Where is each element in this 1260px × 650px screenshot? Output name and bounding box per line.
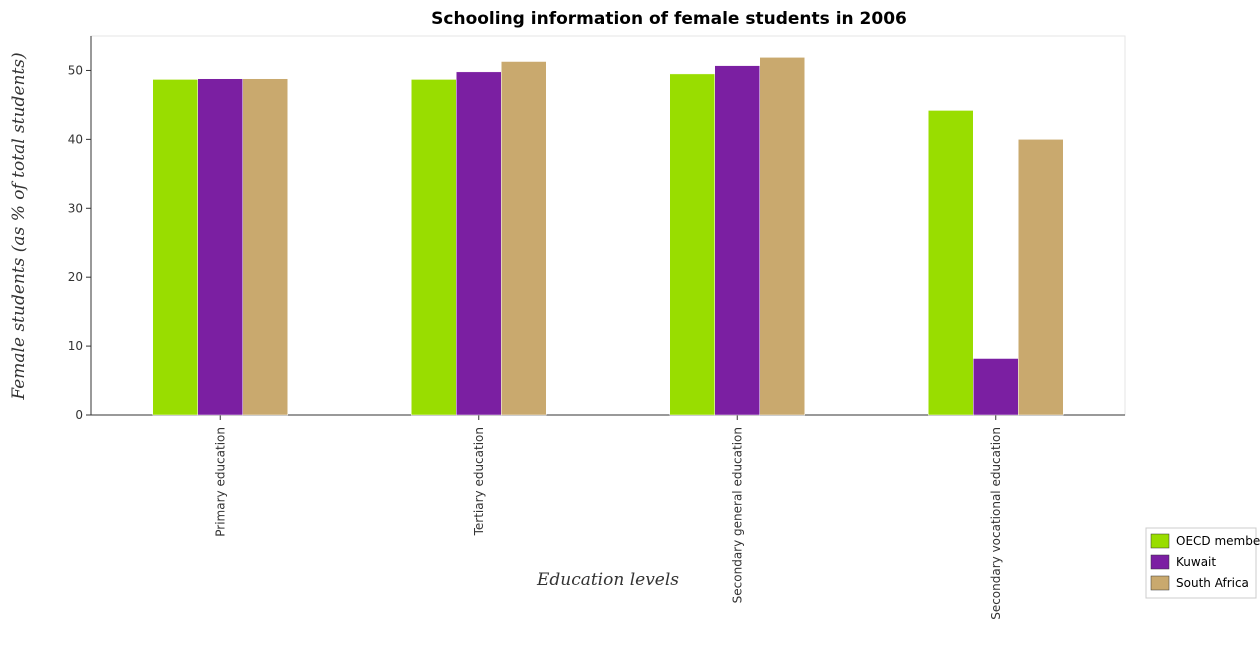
y-axis-label: Female students (as % of total students): [9, 52, 29, 400]
bar-south-africa-2: [759, 57, 805, 416]
bar-south-africa-1: [501, 61, 547, 416]
bar-kuwait-2: [714, 65, 760, 416]
bar-oecd-members-2: [669, 73, 715, 416]
bar-kuwait-0: [197, 78, 243, 416]
legend-entry: OECD members: [1176, 534, 1260, 548]
legend-swatch: [1150, 533, 1170, 549]
y-axis: 0 10 20 30 40 50: [68, 36, 92, 422]
x-tick-label: Secondary general education: [730, 427, 744, 603]
bar-kuwait-3: [973, 358, 1019, 416]
x-axis-label: Education levels: [536, 570, 679, 590]
y-tick-label: 0: [75, 408, 83, 422]
x-tick-label: Tertiary education: [472, 427, 486, 536]
x-tick-label: Primary education: [213, 427, 227, 537]
y-tick-label: 10: [68, 339, 83, 353]
y-tick-label: 20: [68, 270, 83, 284]
chart-title: Schooling information of female students…: [431, 9, 907, 29]
legend: OECD members Kuwait South Africa: [1145, 527, 1260, 599]
y-tick-label: 50: [68, 63, 83, 77]
bar-south-africa-3: [1018, 139, 1064, 416]
bar-oecd-members-0: [152, 79, 198, 416]
legend-entry: South Africa: [1176, 576, 1249, 590]
bar-south-africa-0: [242, 78, 288, 416]
bar-oecd-members-1: [411, 79, 457, 416]
y-tick-label: 40: [68, 132, 83, 146]
y-tick-label: 30: [68, 201, 83, 215]
legend-swatch: [1150, 554, 1170, 570]
bar-oecd-members-3: [928, 110, 974, 416]
x-tick-label: Secondary vocational education: [989, 427, 1003, 620]
legend-swatch: [1150, 575, 1170, 591]
bar-kuwait-1: [456, 71, 502, 416]
legend-entry: Kuwait: [1176, 555, 1216, 569]
bars-group: [152, 57, 1064, 416]
